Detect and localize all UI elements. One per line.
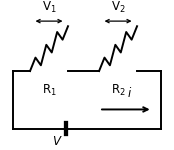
Text: i: i — [128, 87, 131, 100]
Text: R$_2$: R$_2$ — [111, 82, 125, 98]
Text: V: V — [52, 135, 60, 148]
Text: V$_1$: V$_1$ — [42, 0, 56, 15]
Text: R$_1$: R$_1$ — [42, 82, 56, 98]
Text: V$_2$: V$_2$ — [111, 0, 125, 15]
